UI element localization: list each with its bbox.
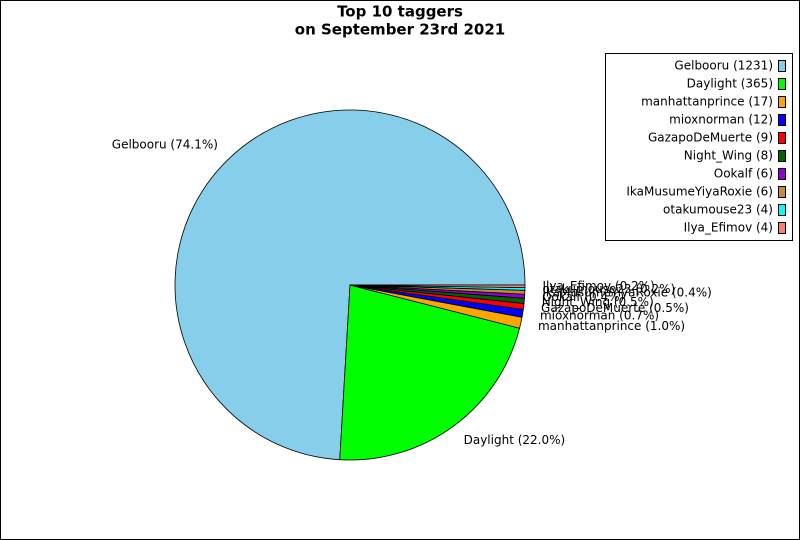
- value-label: otakumouse23 (0.2%): [542, 282, 675, 296]
- legend-label: mioxnorman (12): [669, 113, 773, 127]
- legend-label: IkaMusumeYiyaRoxie (6): [626, 185, 773, 199]
- value-label: GazapoDeMuerte (0.5%): [541, 301, 689, 315]
- pie-wedge: [339, 284, 521, 461]
- pie-wedge: [349, 284, 526, 289]
- value-label: Ilya_Efimov (0.2%): [542, 279, 654, 293]
- legend-swatch: [778, 204, 786, 216]
- legend-label: Daylight (365): [687, 77, 773, 91]
- value-label: Ookalf (0.4%): [542, 290, 624, 304]
- value-label: IkaMusumeYiyaRoxie (0.4%): [542, 286, 711, 300]
- legend-swatch: [778, 150, 786, 162]
- legend-label: Night_Wing (8): [684, 149, 773, 163]
- legend-swatch: [778, 186, 786, 198]
- legend-label: GazapoDeMuerte (9): [648, 131, 773, 145]
- value-label: Night_Wing (0.5%): [542, 295, 654, 309]
- legend-label: otakumouse23 (4): [663, 203, 773, 217]
- value-label: mioxnorman (0.7%): [540, 309, 659, 323]
- legend-box: [605, 53, 793, 241]
- legend-swatch: [778, 132, 786, 144]
- legend-label: Ilya_Efimov (4): [684, 221, 773, 235]
- legend-swatch: [778, 60, 786, 72]
- legend-swatch: [778, 96, 786, 108]
- legend-label: Ookalf (6): [714, 167, 773, 181]
- chart-title: on September 23rd 2021: [295, 21, 505, 39]
- legend-label: Gelbooru (1231): [674, 59, 773, 73]
- value-label: Gelbooru (74.1%): [112, 137, 218, 151]
- value-label: Daylight (22.0%): [464, 433, 566, 447]
- legend-label: manhattanprince (17): [641, 95, 773, 109]
- chart-title: Top 10 taggers: [337, 3, 463, 21]
- legend-swatch: [778, 168, 786, 180]
- legend-swatch: [778, 78, 786, 90]
- legend-swatch: [778, 114, 786, 126]
- value-label: manhattanprince (1.0%): [538, 319, 685, 333]
- legend-swatch: [778, 222, 786, 234]
